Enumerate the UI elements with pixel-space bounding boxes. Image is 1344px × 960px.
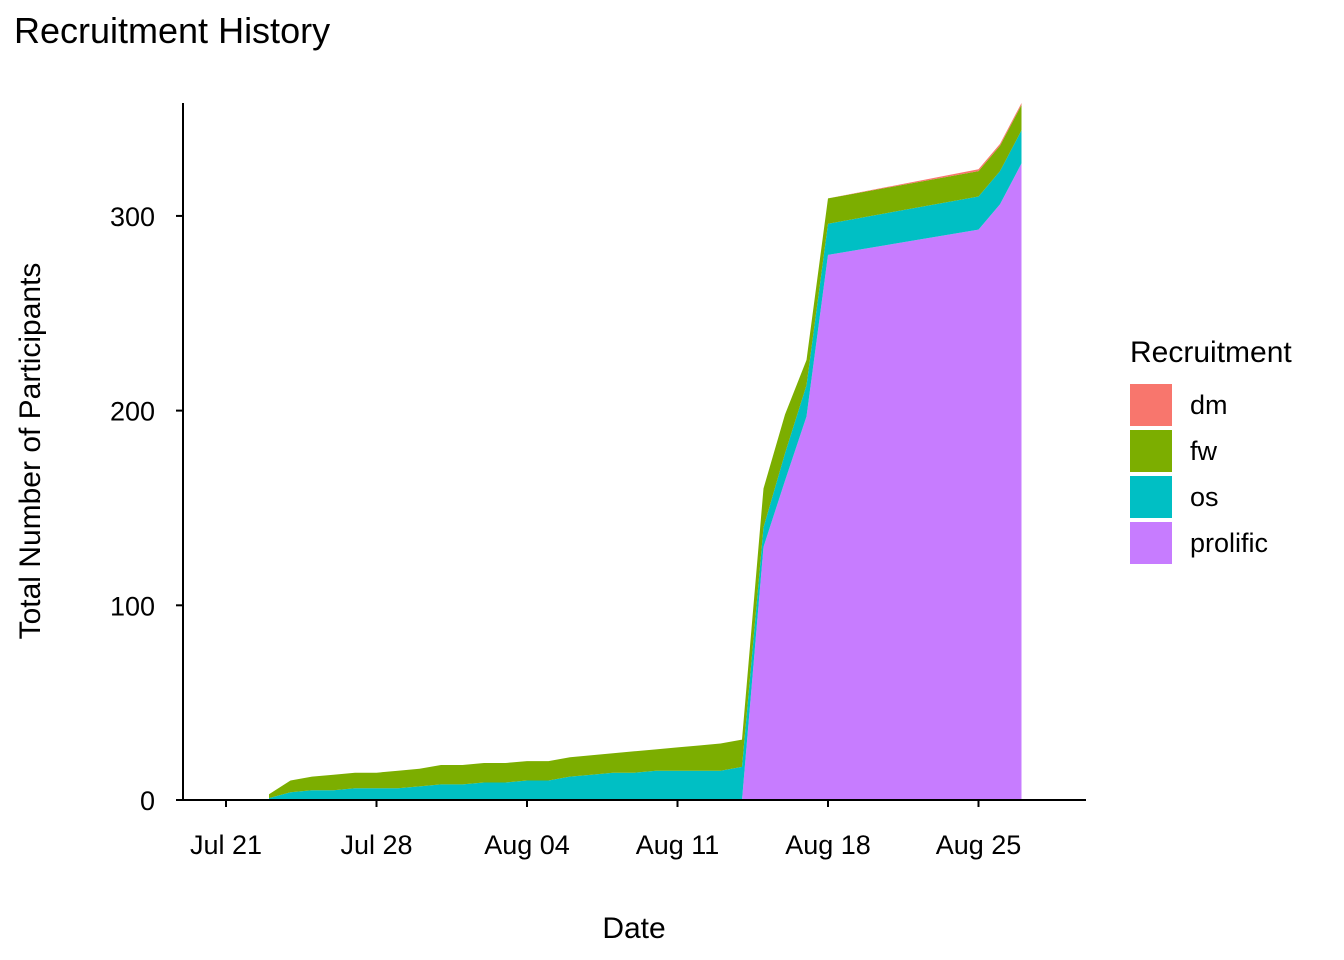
x-tick-label: Aug 11: [636, 830, 720, 860]
legend-label-prolific: prolific: [1190, 527, 1269, 558]
legend-label-dm: dm: [1190, 389, 1228, 420]
x-tick-label: Aug 04: [484, 830, 570, 860]
legend-item-fw: fw: [1130, 428, 1292, 474]
legend-swatch-dm: [1130, 384, 1172, 426]
y-tick-label: 0: [140, 786, 155, 816]
legend-swatch-fw: [1130, 430, 1172, 472]
legend: Recruitment dm fw os prolific: [1130, 336, 1292, 566]
x-tick-label: Aug 18: [785, 830, 871, 860]
y-tick-label: 100: [110, 591, 155, 621]
x-tick-label: Jul 28: [340, 830, 412, 860]
legend-item-prolific: prolific: [1130, 520, 1292, 566]
legend-item-dm: dm: [1130, 382, 1292, 428]
x-tick-label: Aug 25: [936, 830, 1022, 860]
x-ticks: Jul 21 Jul 28 Aug 04 Aug 11 Aug 18 Aug 25: [190, 800, 1021, 860]
chart-title: Recruitment History: [14, 10, 331, 51]
x-axis-label: Date: [602, 912, 665, 945]
legend-item-os: os: [1130, 474, 1292, 520]
legend-swatch-os: [1130, 476, 1172, 518]
x-tick-label: Jul 21: [190, 830, 262, 860]
y-tick-label: 200: [110, 397, 155, 427]
legend-swatch-prolific: [1130, 522, 1172, 564]
legend-label-os: os: [1190, 481, 1219, 512]
legend-title: Recruitment: [1130, 336, 1292, 369]
y-axis-label: Total Number of Participants: [14, 263, 47, 640]
legend-label-fw: fw: [1190, 435, 1217, 466]
area-layer: [269, 103, 1022, 801]
y-tick-label: 300: [110, 202, 155, 232]
area-prolific: [269, 163, 1022, 800]
y-ticks: 0 100 200 300: [110, 202, 183, 816]
